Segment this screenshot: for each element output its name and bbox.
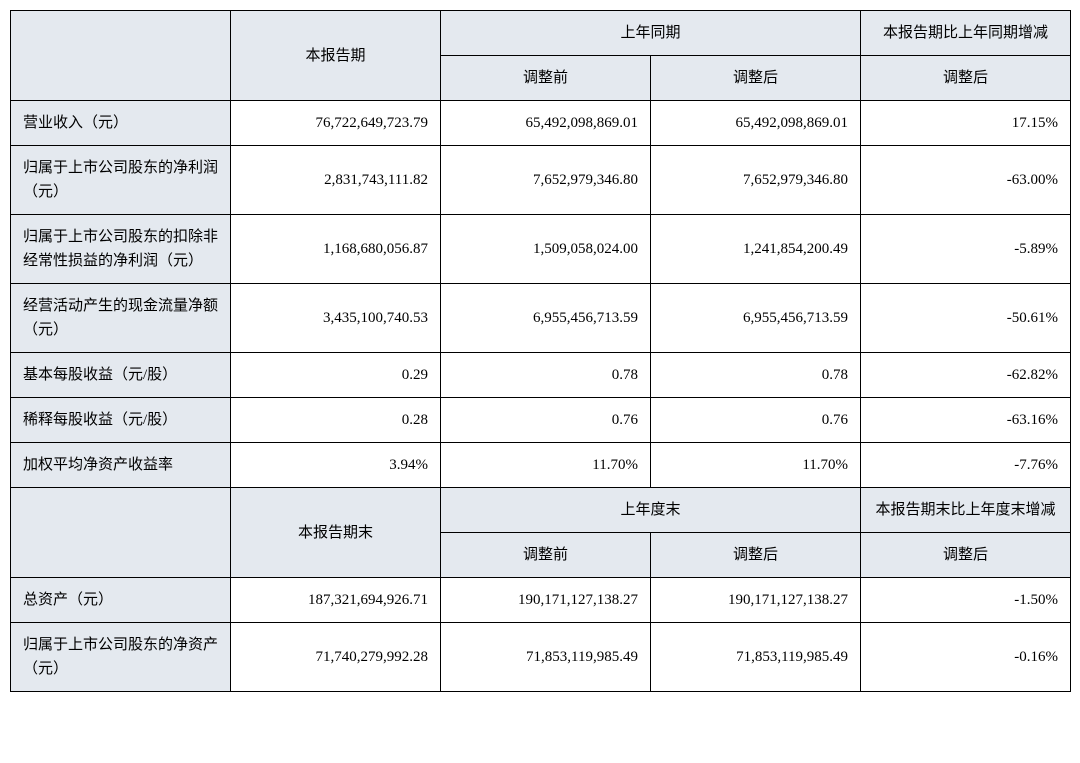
financial-summary-table: 本报告期上年同期本报告期比上年同期增减调整前调整后调整后营业收入（元）76,72… [10, 10, 1071, 692]
row-current: 1,168,680,056.87 [231, 215, 441, 284]
table-row: 归属于上市公司股东的扣除非经常性损益的净利润（元）1,168,680,056.8… [11, 215, 1071, 284]
subheader-before-adj: 调整前 [441, 56, 651, 101]
row-before-adj: 0.78 [441, 353, 651, 398]
header-blank [11, 11, 231, 101]
subheader2-after-adj: 调整后 [651, 533, 861, 578]
row-change: -63.00% [861, 146, 1071, 215]
row-before-adj: 190,171,127,138.27 [441, 578, 651, 623]
row-before-adj: 11.70% [441, 443, 651, 488]
row-current: 187,321,694,926.71 [231, 578, 441, 623]
subheader2-after-adj-chg: 调整后 [861, 533, 1071, 578]
row-after-adj: 0.78 [651, 353, 861, 398]
table-row: 稀释每股收益（元/股）0.280.760.76-63.16% [11, 398, 1071, 443]
row-before-adj: 1,509,058,024.00 [441, 215, 651, 284]
row-label: 基本每股收益（元/股） [11, 353, 231, 398]
row-current: 0.29 [231, 353, 441, 398]
row-change: -62.82% [861, 353, 1071, 398]
row-change: -5.89% [861, 215, 1071, 284]
row-before-adj: 7,652,979,346.80 [441, 146, 651, 215]
row-change: -50.61% [861, 284, 1071, 353]
row-label: 归属于上市公司股东的扣除非经常性损益的净利润（元） [11, 215, 231, 284]
row-after-adj: 71,853,119,985.49 [651, 623, 861, 692]
row-after-adj: 190,171,127,138.27 [651, 578, 861, 623]
row-label: 营业收入（元） [11, 101, 231, 146]
row-label: 归属于上市公司股东的净资产（元） [11, 623, 231, 692]
subheader-after-adj-chg: 调整后 [861, 56, 1071, 101]
row-current: 2,831,743,111.82 [231, 146, 441, 215]
row-after-adj: 7,652,979,346.80 [651, 146, 861, 215]
table-row: 营业收入（元）76,722,649,723.7965,492,098,869.0… [11, 101, 1071, 146]
row-label: 稀释每股收益（元/股） [11, 398, 231, 443]
row-after-adj: 0.76 [651, 398, 861, 443]
header-current-period: 本报告期 [231, 11, 441, 101]
row-change: -0.16% [861, 623, 1071, 692]
table-row: 归属于上市公司股东的净利润（元）2,831,743,111.827,652,97… [11, 146, 1071, 215]
table-row: 基本每股收益（元/股）0.290.780.78-62.82% [11, 353, 1071, 398]
row-label: 加权平均净资产收益率 [11, 443, 231, 488]
header2-change: 本报告期末比上年度末增减 [861, 488, 1071, 533]
row-current: 0.28 [231, 398, 441, 443]
row-label: 经营活动产生的现金流量净额（元） [11, 284, 231, 353]
row-current: 3.94% [231, 443, 441, 488]
subheader2-before-adj: 调整前 [441, 533, 651, 578]
row-before-adj: 65,492,098,869.01 [441, 101, 651, 146]
row-current: 76,722,649,723.79 [231, 101, 441, 146]
header2-current-period-end: 本报告期末 [231, 488, 441, 578]
header2-blank [11, 488, 231, 578]
header-change: 本报告期比上年同期增减 [861, 11, 1071, 56]
table-row: 总资产（元）187,321,694,926.71190,171,127,138.… [11, 578, 1071, 623]
header-prior-period: 上年同期 [441, 11, 861, 56]
row-current: 71,740,279,992.28 [231, 623, 441, 692]
row-after-adj: 6,955,456,713.59 [651, 284, 861, 353]
table-row: 归属于上市公司股东的净资产（元）71,740,279,992.2871,853,… [11, 623, 1071, 692]
row-current: 3,435,100,740.53 [231, 284, 441, 353]
row-after-adj: 1,241,854,200.49 [651, 215, 861, 284]
header2-prior-year-end: 上年度末 [441, 488, 861, 533]
table-row: 加权平均净资产收益率3.94%11.70%11.70%-7.76% [11, 443, 1071, 488]
row-change: -1.50% [861, 578, 1071, 623]
row-after-adj: 65,492,098,869.01 [651, 101, 861, 146]
subheader-after-adj: 调整后 [651, 56, 861, 101]
row-change: 17.15% [861, 101, 1071, 146]
table-row: 经营活动产生的现金流量净额（元）3,435,100,740.536,955,45… [11, 284, 1071, 353]
row-after-adj: 11.70% [651, 443, 861, 488]
row-change: -63.16% [861, 398, 1071, 443]
row-label: 总资产（元） [11, 578, 231, 623]
row-before-adj: 71,853,119,985.49 [441, 623, 651, 692]
row-before-adj: 6,955,456,713.59 [441, 284, 651, 353]
row-change: -7.76% [861, 443, 1071, 488]
row-before-adj: 0.76 [441, 398, 651, 443]
row-label: 归属于上市公司股东的净利润（元） [11, 146, 231, 215]
